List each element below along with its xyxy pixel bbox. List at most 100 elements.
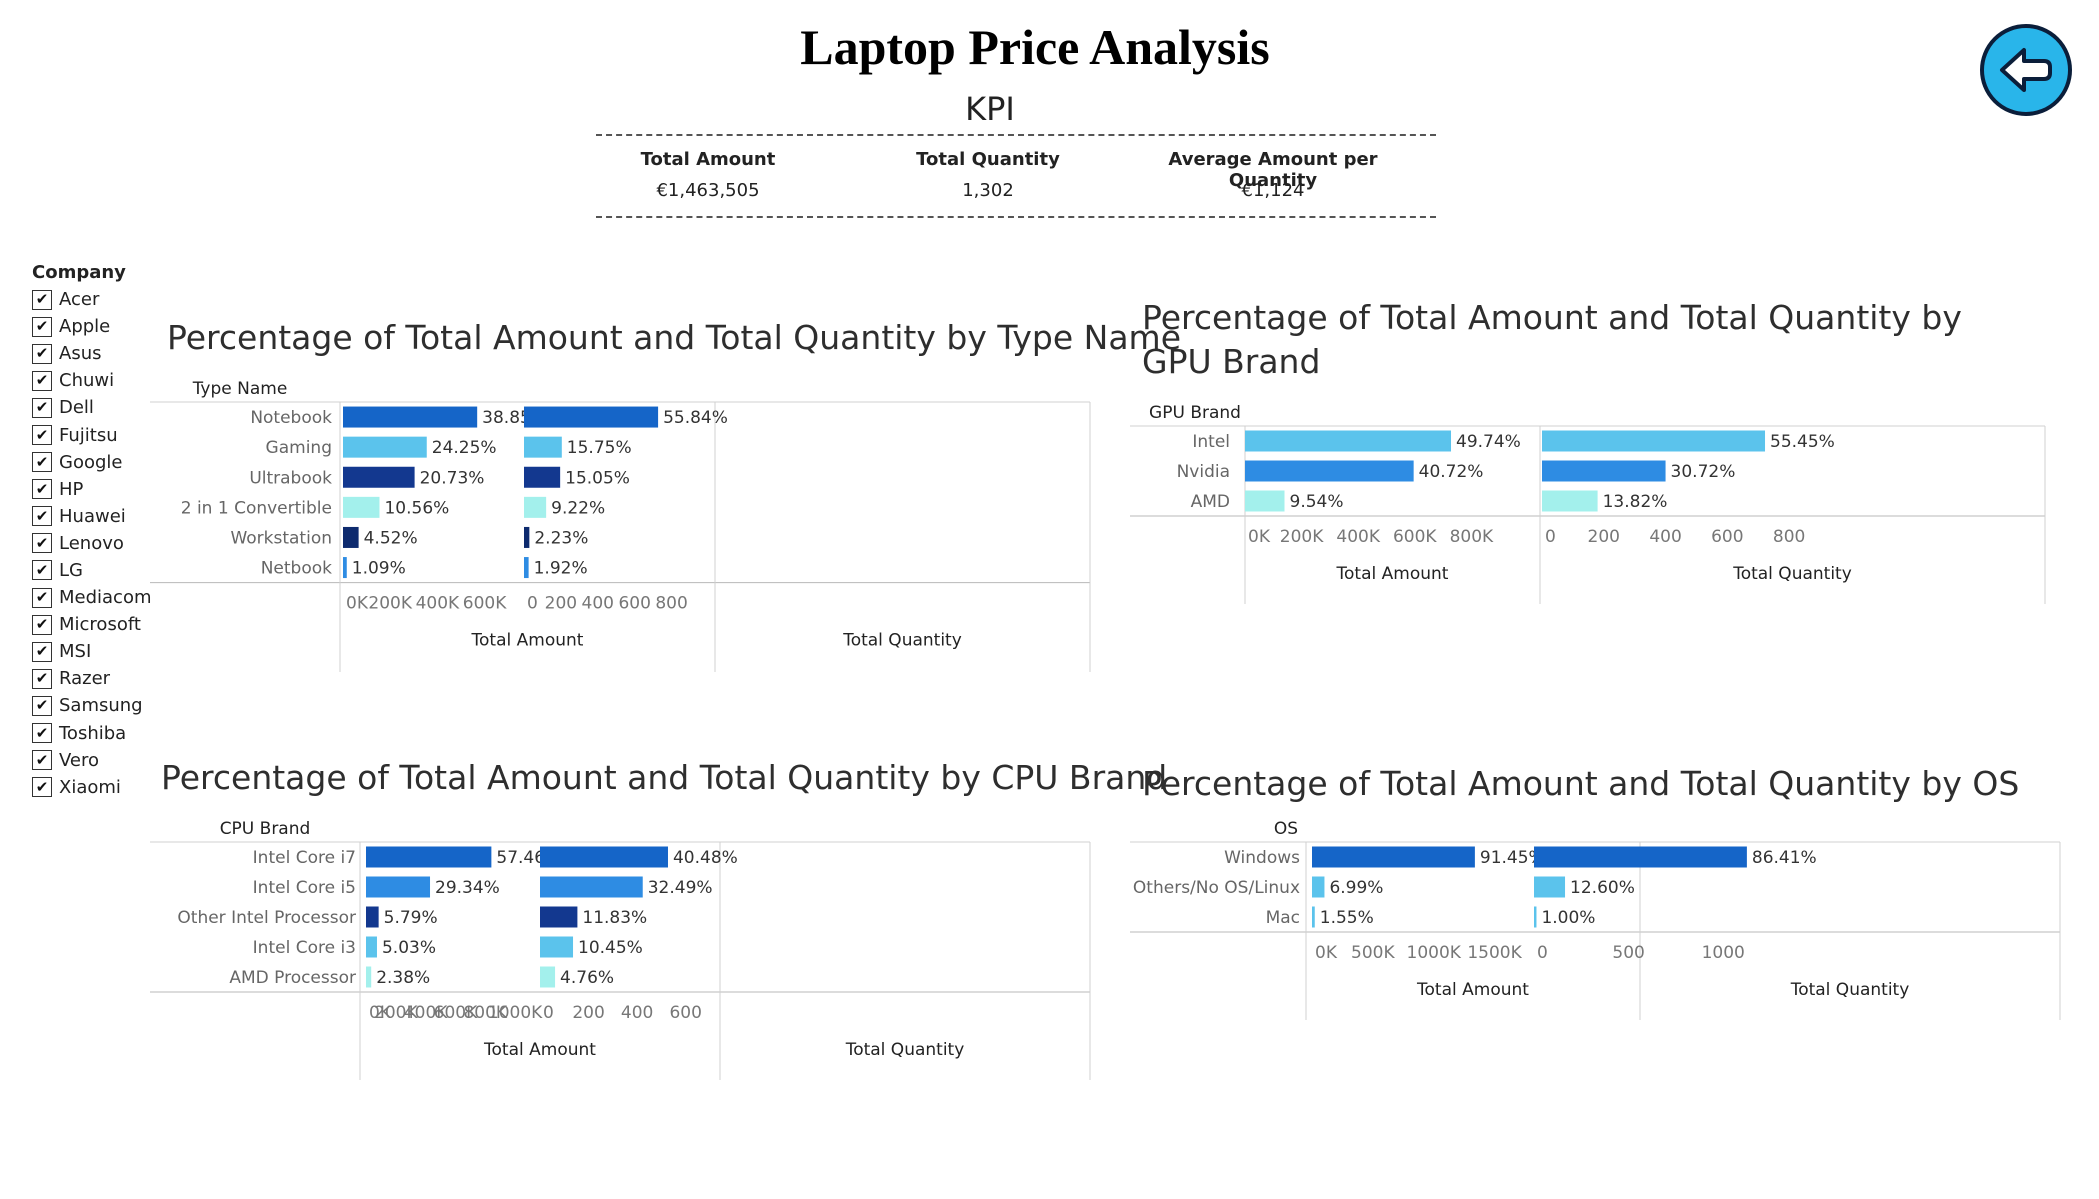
bar[interactable]	[524, 436, 562, 458]
checkbox-checked-icon[interactable]: ✔	[32, 723, 52, 744]
chart-title-type-name: Percentage of Total Amount and Total Qua…	[167, 318, 1181, 357]
dimension-header: GPU Brand	[1149, 403, 1241, 423]
axis-tick-label: 600	[669, 1003, 701, 1023]
bar-value-label: 1.09%	[352, 559, 406, 579]
company-filter-item[interactable]: ✔ Acer	[32, 286, 152, 313]
bar[interactable]	[524, 466, 561, 488]
bar[interactable]	[1534, 876, 1566, 898]
checkbox-checked-icon[interactable]: ✔	[32, 560, 52, 581]
bar[interactable]	[343, 496, 380, 518]
company-filter-item[interactable]: ✔ Google	[32, 449, 152, 476]
bar[interactable]	[1245, 490, 1285, 512]
company-filter-item[interactable]: ✔ Huawei	[32, 503, 152, 530]
bar-value-label: 29.34%	[435, 878, 500, 898]
bar[interactable]	[1245, 460, 1414, 482]
bar[interactable]	[1542, 490, 1598, 512]
company-filter-item[interactable]: ✔ Asus	[32, 340, 152, 367]
company-filter-item[interactable]: ✔ LG	[32, 557, 152, 584]
bar[interactable]	[343, 406, 478, 428]
bar-value-label: 24.25%	[432, 438, 497, 458]
bar[interactable]	[366, 876, 431, 898]
checkbox-checked-icon[interactable]: ✔	[32, 506, 52, 527]
bar[interactable]	[366, 936, 377, 958]
company-filter-item[interactable]: ✔ Vero	[32, 747, 152, 774]
checkbox-checked-icon[interactable]: ✔	[32, 479, 52, 500]
bar[interactable]	[343, 436, 427, 458]
company-filter-item[interactable]: ✔ Xiaomi	[32, 774, 152, 801]
bar[interactable]	[343, 466, 415, 488]
bar-value-label: 9.22%	[551, 498, 605, 518]
bar-value-label: 6.99%	[1329, 878, 1383, 898]
checkbox-checked-icon[interactable]: ✔	[32, 750, 52, 771]
bar[interactable]	[1245, 430, 1452, 452]
category-label: Intel Core i5	[253, 878, 356, 898]
bar[interactable]	[540, 846, 668, 868]
bar[interactable]	[540, 906, 578, 928]
bar[interactable]	[343, 557, 347, 579]
axis-tick-label: 600K	[434, 1003, 478, 1023]
bar[interactable]	[524, 406, 659, 428]
bar[interactable]	[524, 526, 530, 548]
checkbox-checked-icon[interactable]: ✔	[32, 533, 52, 554]
bar[interactable]	[1542, 460, 1666, 482]
company-filter-label: Mediacom	[59, 587, 152, 609]
company-filter-label: Vero	[59, 749, 100, 771]
bar[interactable]	[540, 966, 556, 988]
bar[interactable]	[1312, 846, 1475, 868]
checkbox-checked-icon[interactable]: ✔	[32, 668, 52, 689]
bar-value-label: 1.00%	[1541, 908, 1595, 928]
company-filter-item[interactable]: ✔ Chuwi	[32, 367, 152, 394]
company-filter-item[interactable]: ✔ Lenovo	[32, 530, 152, 557]
axis-title: Total Amount	[1336, 564, 1449, 584]
bar[interactable]	[524, 496, 547, 518]
bar[interactable]	[1312, 906, 1315, 928]
checkbox-checked-icon[interactable]: ✔	[32, 289, 52, 310]
bar[interactable]	[1534, 906, 1537, 928]
category-label: Windows	[1224, 848, 1300, 868]
checkbox-checked-icon[interactable]: ✔	[32, 397, 52, 418]
category-label: AMD Processor	[229, 968, 356, 988]
bar[interactable]	[1534, 846, 1747, 868]
company-filter-item[interactable]: ✔ Fujitsu	[32, 421, 152, 448]
checkbox-checked-icon[interactable]: ✔	[32, 614, 52, 635]
back-button[interactable]	[1980, 24, 2072, 116]
company-filter-item[interactable]: ✔ MSI	[32, 638, 152, 665]
bar[interactable]	[343, 526, 359, 548]
bar[interactable]	[366, 846, 492, 868]
bar[interactable]	[1312, 876, 1325, 898]
checkbox-checked-icon[interactable]: ✔	[32, 452, 52, 473]
checkbox-checked-icon[interactable]: ✔	[32, 695, 52, 716]
checkbox-checked-icon[interactable]: ✔	[32, 370, 52, 391]
company-filter-label: Microsoft	[59, 614, 141, 636]
checkbox-checked-icon[interactable]: ✔	[32, 641, 52, 662]
bar[interactable]	[1542, 430, 1766, 452]
bar[interactable]	[540, 936, 574, 958]
company-filter-item[interactable]: ✔ Mediacom	[32, 584, 152, 611]
company-filter-item[interactable]: ✔ Razer	[32, 665, 152, 692]
category-label: Notebook	[250, 408, 332, 428]
company-filter-item[interactable]: ✔ Apple	[32, 313, 152, 340]
category-label: Others/No OS/Linux	[1133, 878, 1300, 898]
checkbox-checked-icon[interactable]: ✔	[32, 343, 52, 364]
checkbox-checked-icon[interactable]: ✔	[32, 316, 52, 337]
company-filter-item[interactable]: ✔ Samsung	[32, 692, 152, 719]
bar[interactable]	[366, 906, 379, 928]
bar[interactable]	[524, 557, 529, 579]
company-filter-item[interactable]: ✔ Dell	[32, 394, 152, 421]
checkbox-checked-icon[interactable]: ✔	[32, 777, 52, 798]
company-filter-item[interactable]: ✔ Toshiba	[32, 720, 152, 747]
bar-value-label: 5.03%	[382, 938, 436, 958]
category-label: Intel Core i3	[253, 938, 356, 958]
bar[interactable]	[540, 876, 643, 898]
company-filter-label: Chuwi	[59, 370, 115, 392]
axis-title: Total Quantity	[845, 1040, 965, 1060]
bar-value-label: 1.55%	[1320, 908, 1374, 928]
company-filter-item[interactable]: ✔ Microsoft	[32, 611, 152, 638]
checkbox-checked-icon[interactable]: ✔	[32, 587, 52, 608]
checkbox-checked-icon[interactable]: ✔	[32, 425, 52, 446]
bar[interactable]	[366, 966, 372, 988]
company-filter-item[interactable]: ✔ HP	[32, 476, 152, 503]
category-label: AMD	[1191, 492, 1230, 512]
axis-tick-label: 400K	[404, 1003, 448, 1023]
axis-tick-label: 500K	[1351, 943, 1395, 963]
